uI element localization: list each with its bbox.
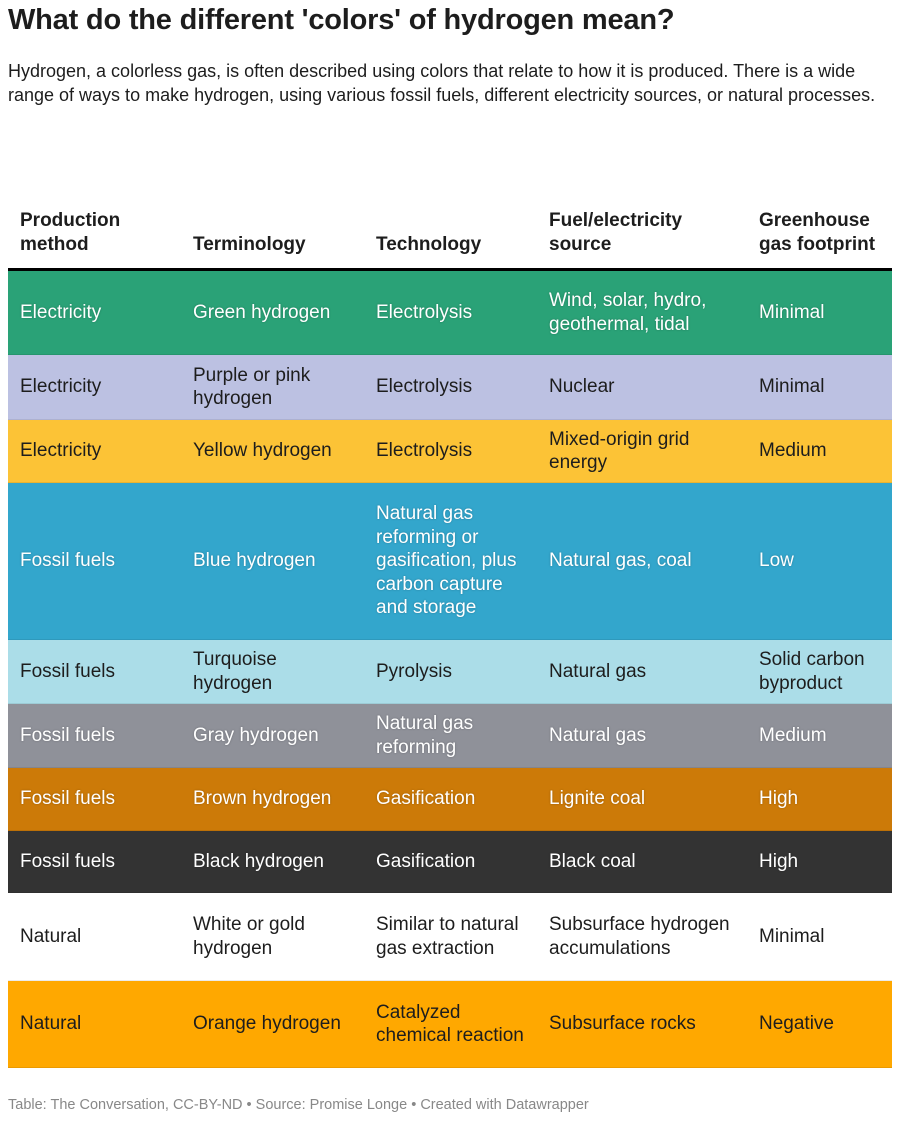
table-cell: Purple or pink hydrogen <box>181 354 364 420</box>
table-cell: Gasification <box>364 830 537 893</box>
table-cell: Fossil fuels <box>8 703 181 768</box>
table-cell: Blue hydrogen <box>181 482 364 640</box>
table-cell: Medium <box>747 703 892 768</box>
table-cell: High <box>747 830 892 893</box>
table-cell: Natural gas reforming <box>364 703 537 768</box>
table-cell: Minimal <box>747 354 892 420</box>
table-cell: Subsurface hydrogen accumulations <box>537 892 747 981</box>
table-row: Electricity Green hydrogen Electrolysis Win… <box>8 269 892 355</box>
table-cell: Natural gas reforming or gasification, p… <box>364 482 537 640</box>
table-cell: Pyrolysis <box>364 639 537 704</box>
table-row: Fossil fuels Gray hydrogen Natural gas ref… <box>8 703 892 768</box>
table-cell: Electrolysis <box>364 419 537 483</box>
table-cell: Subsurface rocks <box>537 980 747 1068</box>
table-cell: Orange hydrogen <box>181 980 364 1068</box>
table-cell: Black hydrogen <box>181 830 364 893</box>
table-cell: High <box>747 767 892 831</box>
table-row: Fossil fuels Turquoise hydrogen Pyrolysis N… <box>8 639 892 704</box>
table-cell: Fossil fuels <box>8 767 181 831</box>
table-row: Fossil fuels Brown hydrogen Gasification Li… <box>8 767 892 831</box>
table-row: Fossil fuels Blue hydrogen Natural gas ref… <box>8 482 892 640</box>
table-cell: Electrolysis <box>364 269 537 355</box>
table-cell: Solid carbon byproduct <box>747 639 892 704</box>
column-header[interactable]: Production method <box>8 170 181 271</box>
table-cell: White or gold hydrogen <box>181 892 364 981</box>
table-cell: Natural gas <box>537 703 747 768</box>
table-cell: Black coal <box>537 830 747 893</box>
table-cell: Lignite coal <box>537 767 747 831</box>
table-cell: Yellow hydrogen <box>181 419 364 483</box>
table-cell: Electricity <box>8 269 181 355</box>
table-row: Electricity Purple or pink hydrogen Electr… <box>8 354 892 420</box>
column-header[interactable]: Technology <box>364 170 537 271</box>
description: Hydrogen, a colorless gas, is often desc… <box>8 61 876 105</box>
table-row: Natural Orange hydrogen Catalyzed chemical… <box>8 980 892 1068</box>
table-cell: Natural gas, coal <box>537 482 747 640</box>
table-cell: Catalyzed chemical reaction <box>364 980 537 1068</box>
column-header[interactable]: Fuel/electricity source <box>537 170 747 271</box>
table-cell: Mixed-origin grid energy <box>537 419 747 483</box>
table-cell: Wind, solar, hydro, geothermal, tidal <box>537 269 747 355</box>
table-cell: Natural <box>8 980 181 1068</box>
hydrogen-colors-table: Production method Terminology Technology… <box>8 170 892 1068</box>
table-cell: Fossil fuels <box>8 482 181 640</box>
table-cell: Similar to natural gas extraction <box>364 892 537 981</box>
table-row: Electricity Yellow hydrogen Electrolysis Mi… <box>8 419 892 483</box>
table-row: Natural White or gold hydrogen Similar to … <box>8 892 892 981</box>
table-cell: Natural gas <box>537 639 747 704</box>
table-cell: Green hydrogen <box>181 269 364 355</box>
table-cell: Electricity <box>8 419 181 483</box>
table-row: Fossil fuels Black hydrogen Gasification Bl… <box>8 830 892 893</box>
table-cell: Turquoise hydrogen <box>181 639 364 704</box>
table-cell: Electrolysis <box>364 354 537 420</box>
table-cell: Brown hydrogen <box>181 767 364 831</box>
table-cell: Medium <box>747 419 892 483</box>
table-cell: Negative <box>747 980 892 1068</box>
table-cell: Gray hydrogen <box>181 703 364 768</box>
table-cell: Minimal <box>747 269 892 355</box>
header-row: Production method Terminology Technology… <box>8 170 892 271</box>
footer-credits: Table: The Conversation, CC-BY-ND • Sour… <box>8 1097 589 1113</box>
table-cell: Fossil fuels <box>8 830 181 893</box>
page-title: What do the different 'colors' of hydrog… <box>8 4 675 36</box>
table-cell: Natural <box>8 892 181 981</box>
table-cell: Minimal <box>747 892 892 981</box>
table-cell: Fossil fuels <box>8 639 181 704</box>
table-cell: Nuclear <box>537 354 747 420</box>
column-header[interactable]: Greenhouse gas footprint <box>747 170 892 271</box>
column-header[interactable]: Terminology <box>181 170 364 271</box>
table-cell: Low <box>747 482 892 640</box>
table-cell: Gasification <box>364 767 537 831</box>
table-cell: Electricity <box>8 354 181 420</box>
